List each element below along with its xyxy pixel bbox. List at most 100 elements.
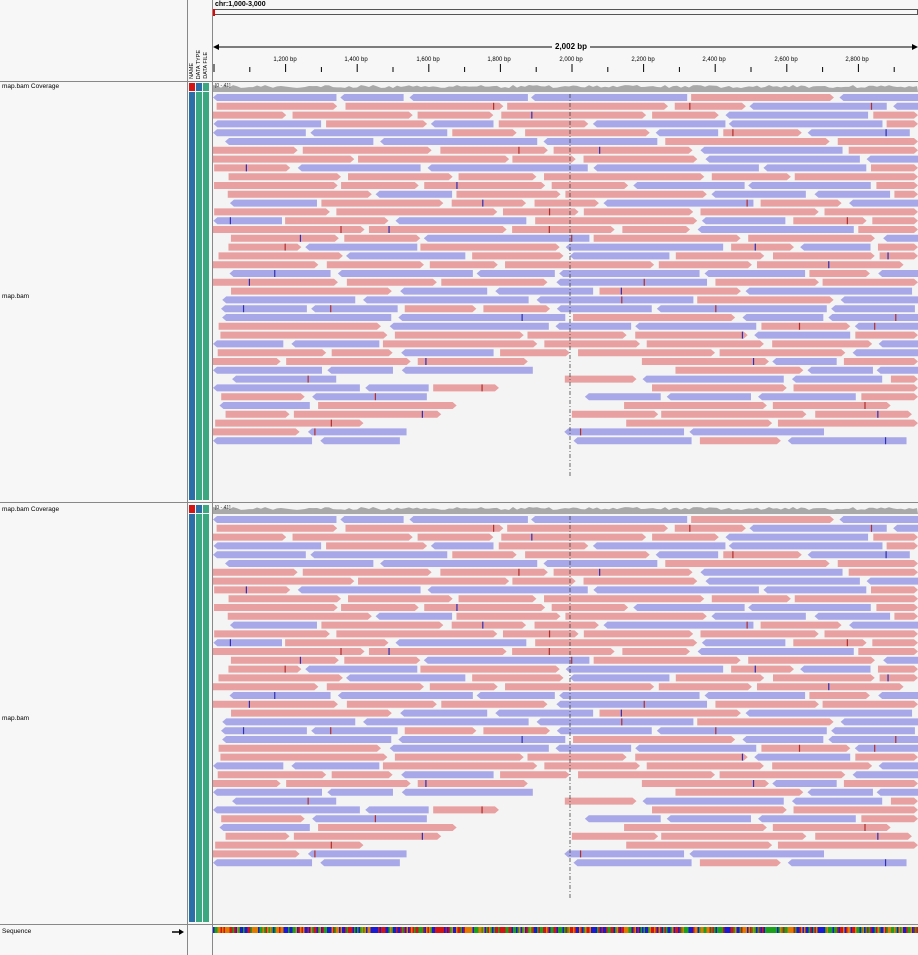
forward-read[interactable] <box>336 208 498 216</box>
forward-read[interactable] <box>772 252 875 260</box>
reverse-read[interactable] <box>423 656 590 664</box>
reverse-read[interactable] <box>213 217 282 225</box>
forward-read[interactable] <box>505 683 655 691</box>
reverse-read[interactable] <box>791 375 883 383</box>
reverse-read[interactable] <box>389 322 549 330</box>
forward-read[interactable] <box>711 595 791 603</box>
reverse-read[interactable] <box>423 234 590 242</box>
attr-name-cell[interactable] <box>189 514 195 922</box>
reverse-read[interactable] <box>543 138 658 145</box>
reverse-read[interactable] <box>297 164 421 172</box>
reverse-read[interactable] <box>800 665 871 673</box>
reverse-read[interactable] <box>559 270 700 277</box>
forward-read[interactable] <box>358 155 510 163</box>
forward-read[interactable] <box>525 129 650 137</box>
reverse-read[interactable] <box>221 727 307 735</box>
reverse-read[interactable] <box>222 718 356 726</box>
reverse-read[interactable] <box>849 621 918 629</box>
forward-read[interactable] <box>225 410 290 418</box>
reverse-read[interactable] <box>225 560 374 567</box>
forward-read[interactable] <box>535 639 698 647</box>
forward-read[interactable] <box>622 648 691 655</box>
forward-read[interactable] <box>573 736 736 743</box>
forward-read[interactable] <box>213 700 338 708</box>
reverse-read[interactable] <box>711 190 806 198</box>
reverse-read[interactable] <box>430 120 494 128</box>
forward-read[interactable] <box>228 595 342 603</box>
forward-read[interactable] <box>723 551 802 559</box>
forward-read[interactable] <box>848 568 918 576</box>
forward-read[interactable] <box>221 393 305 401</box>
attr-name-cell[interactable] <box>189 83 195 91</box>
forward-read[interactable] <box>894 190 918 198</box>
reverse-read[interactable] <box>635 744 757 752</box>
forward-read[interactable] <box>527 331 627 339</box>
reverse-read[interactable] <box>213 340 284 348</box>
reverse-read[interactable] <box>401 771 494 779</box>
forward-read[interactable] <box>498 120 589 128</box>
reverse-read[interactable] <box>213 542 322 550</box>
forward-read[interactable] <box>641 780 769 787</box>
forward-read[interactable] <box>877 665 918 673</box>
reverse-read[interactable] <box>749 524 887 532</box>
forward-read[interactable] <box>848 146 918 154</box>
reverse-read[interactable] <box>831 305 915 313</box>
reverse-read[interactable] <box>787 437 907 445</box>
forward-read[interactable] <box>571 832 659 840</box>
reverse-read[interactable] <box>700 568 843 576</box>
reverse-read[interactable] <box>375 190 453 198</box>
forward-read[interactable] <box>544 595 705 603</box>
forward-read[interactable] <box>214 182 338 189</box>
reverse-read[interactable] <box>883 234 918 242</box>
reverse-read[interactable] <box>878 692 918 699</box>
reverse-read[interactable] <box>689 850 825 858</box>
reverse-read[interactable] <box>569 674 670 682</box>
forward-read[interactable] <box>292 533 413 541</box>
forward-read[interactable] <box>535 217 698 225</box>
forward-read[interactable] <box>227 190 372 198</box>
forward-read[interactable] <box>809 270 870 277</box>
forward-read[interactable] <box>331 771 393 779</box>
reverse-read[interactable] <box>346 252 466 260</box>
forward-read[interactable] <box>772 402 891 409</box>
forward-read[interactable] <box>534 199 599 207</box>
forward-read[interactable] <box>326 683 424 691</box>
forward-read[interactable] <box>433 806 499 814</box>
forward-read[interactable] <box>861 815 918 823</box>
reverse-read[interactable] <box>565 243 724 251</box>
forward-read[interactable] <box>293 410 442 418</box>
forward-read[interactable] <box>440 568 548 576</box>
reverse-read[interactable] <box>340 94 404 101</box>
forward-read[interactable] <box>599 709 741 717</box>
forward-read[interactable] <box>877 243 918 251</box>
reverse-read[interactable] <box>666 815 751 823</box>
forward-read[interactable] <box>578 771 716 779</box>
reverse-read[interactable] <box>310 129 448 137</box>
reverse-read[interactable] <box>876 366 918 374</box>
forward-read[interactable] <box>772 340 873 348</box>
reverse-read[interactable] <box>398 314 566 321</box>
forward-read[interactable] <box>544 762 641 770</box>
reverse-read[interactable] <box>401 366 533 374</box>
forward-read[interactable] <box>441 700 548 708</box>
reverse-read[interactable] <box>222 296 356 304</box>
forward-read[interactable] <box>498 542 589 550</box>
forward-read[interactable] <box>348 595 453 603</box>
reverse-read[interactable] <box>854 322 918 330</box>
reverse-read[interactable] <box>711 612 806 620</box>
forward-read[interactable] <box>879 252 918 260</box>
reverse-read[interactable] <box>213 129 306 137</box>
attr-file-cell[interactable] <box>203 92 209 500</box>
forward-read[interactable] <box>699 437 781 445</box>
forward-read[interactable] <box>213 146 298 154</box>
forward-read[interactable] <box>345 102 504 110</box>
reverse-read[interactable] <box>565 665 724 673</box>
forward-read[interactable] <box>873 111 918 119</box>
forward-read[interactable] <box>231 709 392 717</box>
forward-read[interactable] <box>214 630 330 638</box>
reverse-read[interactable] <box>221 305 307 313</box>
forward-read[interactable] <box>213 358 281 365</box>
reverse-read[interactable] <box>745 709 913 717</box>
forward-read[interactable] <box>220 331 388 339</box>
reverse-read[interactable] <box>297 586 421 594</box>
